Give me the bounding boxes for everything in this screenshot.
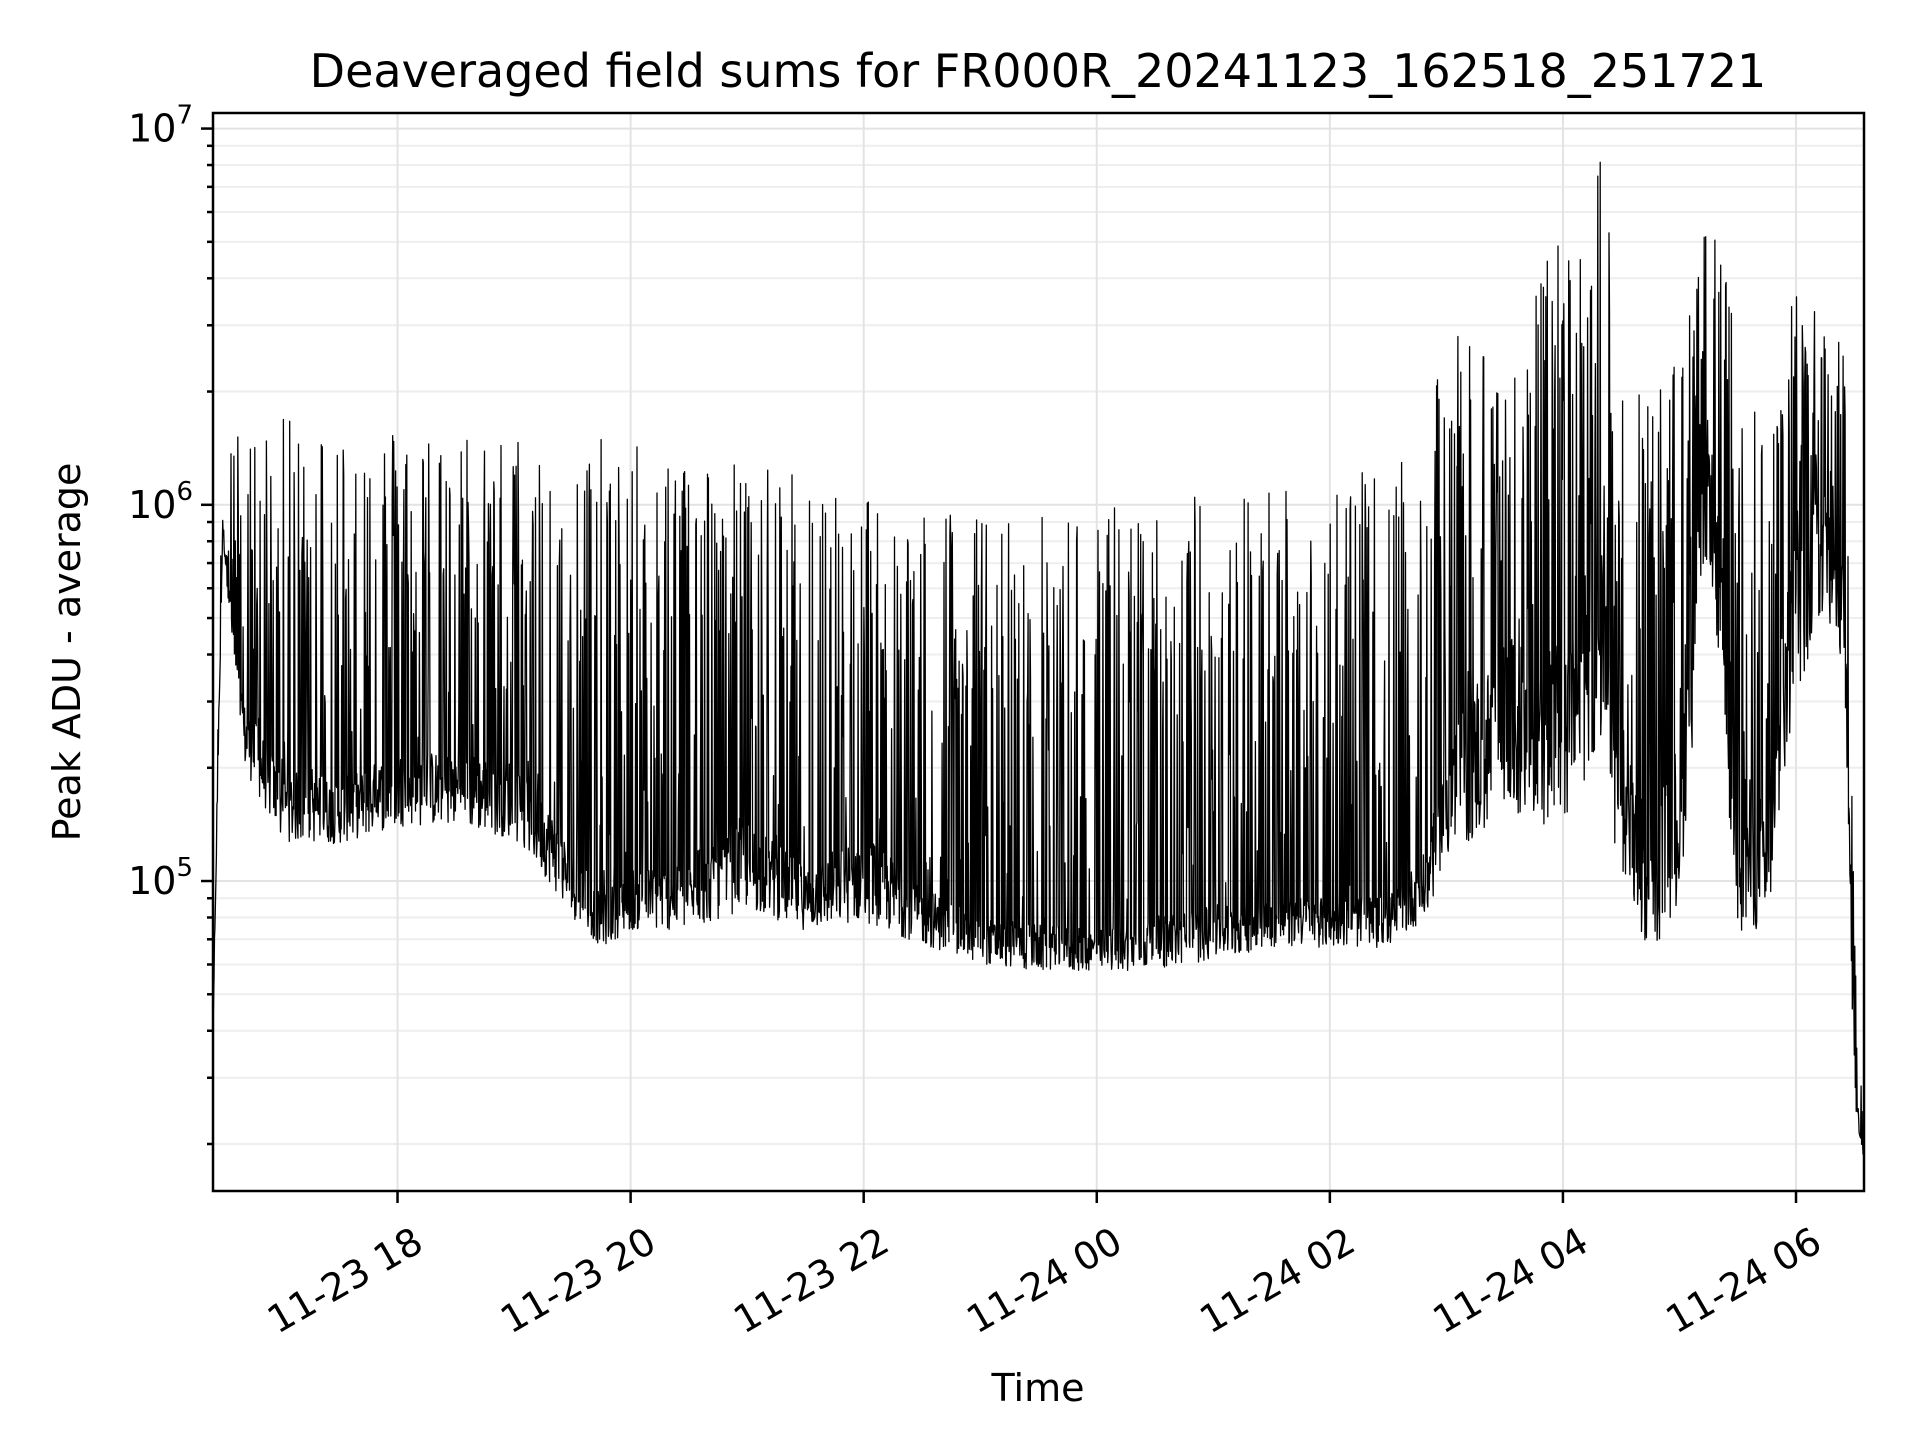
x-tick-label: 11-23 18 — [260, 1219, 430, 1343]
x-axis-ticks: 11-23 18 11-23 20 11-23 22 11-24 00 11-24 02… — [260, 1191, 1829, 1343]
x-tick-label: 11-24 00 — [959, 1219, 1129, 1343]
x-tick-label: 11-24 06 — [1659, 1219, 1829, 1343]
series-line — [212, 161, 1865, 1164]
chart-title: Deaveraged field sums for FR000R_2024112… — [310, 44, 1767, 98]
y-tick-label: 106 — [128, 477, 193, 527]
x-tick-label: 11-23 20 — [493, 1219, 663, 1343]
x-tick-label: 11-24 02 — [1192, 1219, 1362, 1343]
y-axis-label: Peak ADU - average — [45, 463, 89, 842]
x-tick-label: 11-23 22 — [726, 1219, 896, 1343]
x-tick-label: 11-24 04 — [1425, 1219, 1595, 1343]
y-tick-label: 107 — [128, 101, 193, 151]
y-axis-ticks: 105 106 107 — [128, 101, 213, 1146]
plot-frame — [211, 111, 1866, 1193]
x-axis-label: Time — [991, 1366, 1085, 1410]
y-tick-label: 105 — [128, 853, 193, 903]
